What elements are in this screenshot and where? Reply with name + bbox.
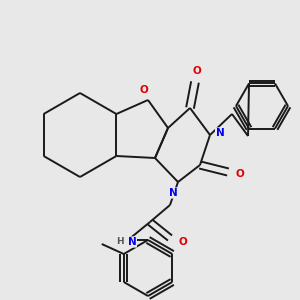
Text: O: O [140,85,148,95]
Text: O: O [178,237,188,247]
Text: O: O [236,169,244,179]
Text: N: N [169,188,177,198]
Text: O: O [193,66,201,76]
Text: N: N [128,237,136,247]
Text: N: N [216,128,224,138]
Text: H: H [116,238,124,247]
